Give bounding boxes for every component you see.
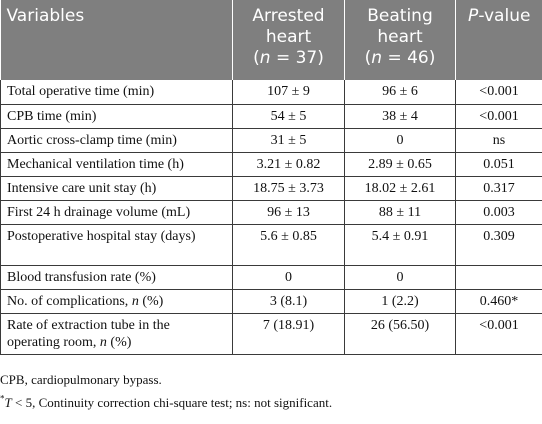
table-footnotes: CPB, cardiopulmonary bypass. *T < 5, Con… [0, 372, 542, 418]
arrested-value: 31 ± 5 [232, 128, 345, 153]
beating-value: 88 ± 11 [344, 200, 456, 225]
header-row: Variables Arrested heart (n = 37) Beatin… [0, 0, 542, 80]
table-page: Variables Arrested heart (n = 37) Beatin… [0, 0, 542, 355]
beating-value: 38 ± 4 [344, 104, 456, 129]
row-label: Blood transfusion rate (%) [0, 265, 233, 290]
p-value [455, 265, 542, 290]
table-row: First 24 h drainage volume (mL) 96 ± 13 … [0, 200, 542, 225]
table-row: Rate of extraction tube in the operating… [0, 313, 542, 355]
results-table: Variables Arrested heart (n = 37) Beatin… [0, 0, 542, 355]
arrested-value: 96 ± 13 [232, 200, 345, 225]
arrested-value: 107 ± 9 [232, 80, 345, 105]
abbreviation-note: CPB, cardiopulmonary bypass. [0, 372, 162, 387]
row-label: Total operative time (min) [0, 80, 233, 105]
arrested-value: 7 (18.91) [232, 313, 345, 355]
p-value: 0.317 [455, 176, 542, 201]
row-label: Postoperative hospital stay (days) [0, 224, 233, 266]
beating-value: 0 [344, 128, 456, 153]
p-value: 0.051 [455, 152, 542, 177]
arrested-value: 18.75 ± 3.73 [232, 176, 345, 201]
beating-value: 18.02 ± 2.61 [344, 176, 456, 201]
row-label: Rate of extraction tube in the operating… [0, 313, 233, 355]
beating-value: 2.89 ± 0.65 [344, 152, 456, 177]
p-value: <0.001 [455, 80, 542, 105]
arrested-value: 3 (8.1) [232, 289, 345, 314]
row-label: CPB time (min) [0, 104, 233, 129]
p-value: <0.001 [455, 104, 542, 129]
table-row: Mechanical ventilation time (h) 3.21 ± 0… [0, 152, 542, 177]
significance-note: *T < 5, Continuity correction chi-square… [0, 393, 333, 410]
arrested-value: 0 [232, 265, 345, 290]
table-row: Intensive care unit stay (h) 18.75 ± 3.7… [0, 176, 542, 201]
header-p-value: P-value [455, 0, 542, 80]
p-value: <0.001 [455, 313, 542, 355]
beating-value: 5.4 ± 0.91 [344, 224, 456, 266]
beating-value: 96 ± 6 [344, 80, 456, 105]
arrested-value: 5.6 ± 0.85 [232, 224, 345, 266]
row-label: First 24 h drainage volume (mL) [0, 200, 233, 225]
arrested-value: 3.21 ± 0.82 [232, 152, 345, 177]
row-label: Mechanical ventilation time (h) [0, 152, 233, 177]
table-row: Total operative time (min) 107 ± 9 96 ± … [0, 80, 542, 105]
header-arrested-heart: Arrested heart (n = 37) [232, 0, 345, 80]
beating-value: 0 [344, 265, 456, 290]
table-row: Blood transfusion rate (%) 0 0 [0, 265, 542, 290]
p-value: 0.003 [455, 200, 542, 225]
row-label: Intensive care unit stay (h) [0, 176, 233, 201]
beating-value: 26 (56.50) [344, 313, 456, 355]
p-value: 0.309 [455, 224, 542, 266]
arrested-value: 54 ± 5 [232, 104, 345, 129]
row-label: No. of complications, n (%) [0, 289, 233, 314]
header-variables: Variables [0, 0, 233, 80]
beating-value: 1 (2.2) [344, 289, 456, 314]
table-row: Postoperative hospital stay (days) 5.6 ±… [0, 224, 542, 266]
p-value: ns [455, 128, 542, 153]
table-row: CPB time (min) 54 ± 5 38 ± 4 <0.001 [0, 104, 542, 129]
p-value: 0.460* [455, 289, 542, 314]
table-row: No. of complications, n (%) 3 (8.1) 1 (2… [0, 289, 542, 314]
table-row: Aortic cross-clamp time (min) 31 ± 5 0 n… [0, 128, 542, 153]
row-label: Aortic cross-clamp time (min) [0, 128, 233, 153]
header-beating-heart: Beating heart (n = 46) [344, 0, 456, 80]
